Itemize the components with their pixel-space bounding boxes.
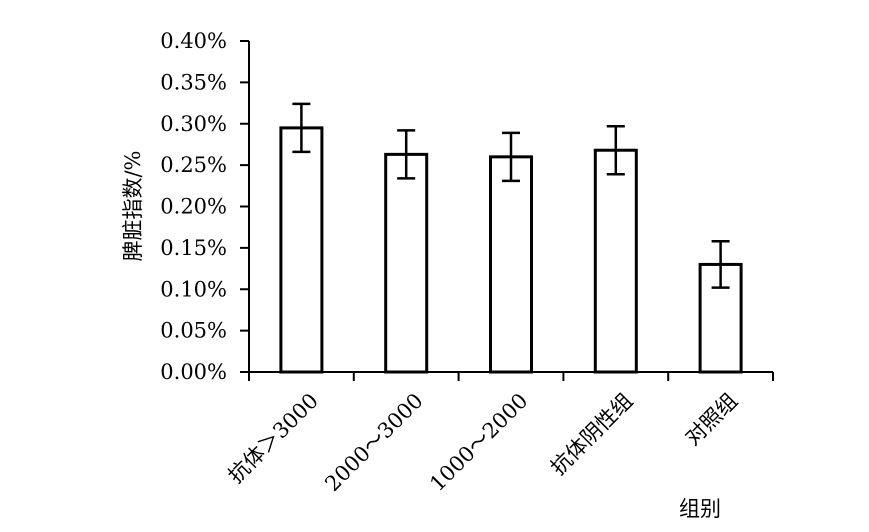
bar-2 [384,152,429,374]
y-tick-label: 0.30% [160,112,227,136]
x-category-label: 抗体＞3000 [224,389,323,488]
bar-3 [489,155,533,374]
x-axis-title: 组别 [679,497,721,521]
y-tick-label: 0.40% [160,29,227,53]
x-category-label: 抗体阴性组 [546,389,637,480]
y-tick-label: 0.35% [160,70,227,94]
y-tick-label: 0.00% [160,360,227,384]
y-tick-label: 0.20% [160,195,227,219]
y-tick-label: 0.15% [160,236,227,260]
y-tick-label: 0.05% [160,319,227,343]
bar-4 [593,148,638,374]
y-axis-ticks: 0.00% 0.05% 0.10% 0.15% 0.20% 0.25% 0.30% 0.35%… [160,29,249,384]
y-tick-label: 0.25% [160,153,227,177]
y-tick-label: 0.10% [160,277,227,301]
x-category-label: 2000～3000 [320,389,427,496]
bars [279,102,743,374]
x-category-label: 1000～2000 [425,389,532,496]
y-axis-title: 脾脏指数/% [121,150,145,261]
bar-1 [279,126,324,374]
x-category-label: 对照组 [681,389,743,451]
